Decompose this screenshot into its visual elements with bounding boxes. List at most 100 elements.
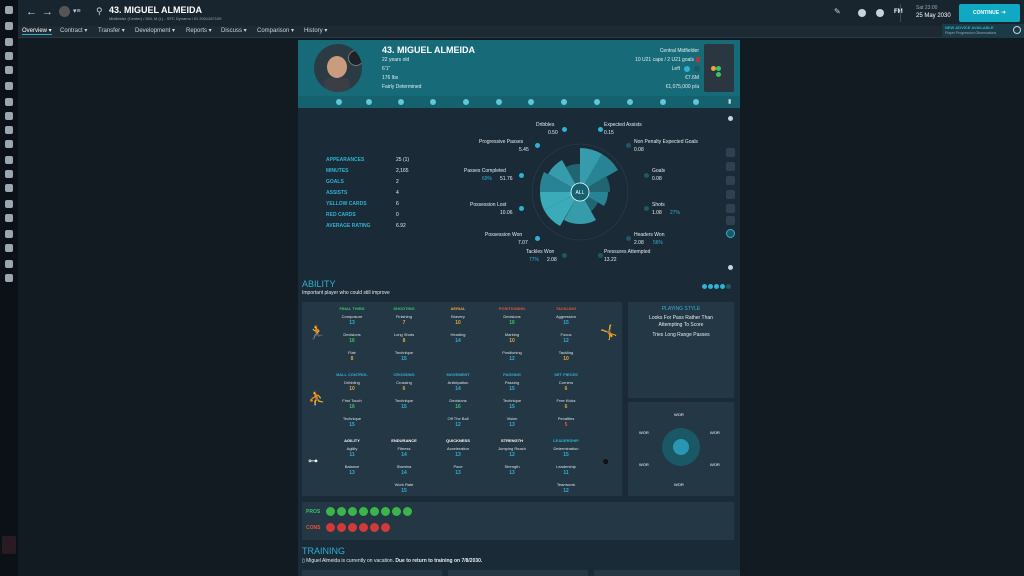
attribute-value[interactable]: 16 (349, 338, 355, 344)
attribute-value[interactable]: 10 (509, 338, 515, 344)
finances-icon[interactable] (5, 230, 13, 238)
attribute-value[interactable]: 13 (349, 320, 355, 326)
tab-transfer[interactable]: Transfer ▾ (98, 28, 125, 34)
radar-ctrl-4[interactable] (726, 190, 735, 199)
attr-icon-9[interactable] (594, 99, 600, 105)
metric-dot[interactable] (562, 253, 567, 258)
metric-dot[interactable] (535, 236, 540, 241)
report-icon[interactable] (5, 260, 13, 268)
inbox-icon[interactable] (5, 22, 13, 30)
help-icon[interactable] (876, 9, 884, 17)
attribute-value[interactable]: 16 (349, 404, 355, 410)
attr-icon-6[interactable] (496, 99, 502, 105)
metric-dot[interactable] (535, 143, 540, 148)
metric-dot[interactable] (644, 173, 649, 178)
con-badge-icon[interactable] (381, 523, 390, 532)
metric-dot[interactable] (626, 236, 631, 241)
manager-icon[interactable] (5, 274, 13, 282)
attr-icon-4[interactable] (430, 99, 436, 105)
transfers-icon[interactable] (5, 200, 13, 208)
attribute-value[interactable]: 5 (564, 422, 568, 428)
metric-dot[interactable] (644, 206, 649, 211)
tactics-icon[interactable] (5, 52, 13, 60)
home-icon[interactable] (5, 6, 13, 14)
radar-ctrl-1[interactable] (726, 148, 735, 157)
metric-dot[interactable] (519, 206, 524, 211)
medical-icon[interactable] (5, 112, 13, 120)
menu-icon[interactable]: ▾≡ (73, 8, 81, 15)
attribute-value[interactable]: 13 (349, 470, 355, 476)
search-icon[interactable] (5, 184, 13, 192)
staff-icon[interactable] (5, 82, 13, 90)
attribute-value[interactable]: 13 (455, 452, 461, 458)
metric-dot[interactable] (562, 127, 567, 132)
radar-ctrl-3[interactable] (726, 176, 735, 185)
search-player-icon[interactable]: ⚲ (96, 6, 103, 16)
attribute-value[interactable]: 12 (509, 356, 515, 362)
scouting-icon[interactable] (5, 140, 13, 148)
info-icon[interactable]: ▮ (728, 99, 732, 105)
trophy-icon[interactable] (5, 170, 13, 178)
pro-badge-icon[interactable] (370, 507, 379, 516)
pro-badge-icon[interactable] (326, 507, 335, 516)
metric-dot[interactable] (598, 127, 603, 132)
attr-icon-2[interactable] (366, 99, 372, 105)
club-info-icon[interactable] (5, 214, 13, 222)
attribute-value[interactable]: 10 (349, 386, 355, 392)
tab-reports[interactable]: Reports ▾ (186, 28, 212, 34)
attribute-value[interactable]: 16 (509, 320, 515, 326)
radar-ctrl-active[interactable] (726, 229, 735, 238)
metric-dot[interactable] (598, 253, 603, 258)
forward-icon[interactable]: → (42, 6, 53, 18)
pro-badge-icon[interactable] (381, 507, 390, 516)
attribute-value[interactable]: 12 (455, 422, 461, 428)
radar-ctrl-5[interactable] (726, 204, 735, 213)
attribute-value[interactable]: 15 (401, 488, 407, 494)
squad-icon[interactable] (5, 38, 13, 46)
attribute-value[interactable]: 11 (563, 470, 569, 476)
attribute-value[interactable]: 15 (349, 422, 355, 428)
pro-badge-icon[interactable] (392, 507, 401, 516)
pro-badge-icon[interactable] (403, 507, 412, 516)
data-hub-icon[interactable] (5, 66, 13, 74)
attribute-value[interactable]: 8 (402, 338, 406, 344)
attribute-value[interactable]: 6 (564, 386, 568, 392)
attribute-value[interactable]: 16 (455, 404, 461, 410)
attribute-value[interactable]: 12 (563, 488, 569, 494)
pro-badge-icon[interactable] (348, 507, 357, 516)
attribute-value[interactable]: 6 (402, 386, 406, 392)
club-badge-icon[interactable] (59, 6, 70, 17)
news-notification[interactable]: NEW ADVICE AVAILABLE Player Progression … (942, 24, 1024, 38)
attr-icon-10[interactable] (627, 99, 633, 105)
attribute-value[interactable]: 10 (455, 320, 461, 326)
attr-icon-12[interactable] (693, 99, 699, 105)
attr-icon-1[interactable] (336, 99, 342, 105)
club-crest-icon[interactable] (2, 536, 16, 554)
attribute-value[interactable]: 13 (509, 470, 515, 476)
con-badge-icon[interactable] (326, 523, 335, 532)
attr-icon-7[interactable] (528, 99, 534, 105)
attribute-value[interactable]: 11 (349, 452, 355, 458)
attribute-value[interactable]: 10 (563, 356, 569, 362)
con-badge-icon[interactable] (337, 523, 346, 532)
attr-icon-11[interactable] (660, 99, 666, 105)
attr-icon-8[interactable] (561, 99, 567, 105)
tab-overview[interactable]: Overview ▾ (22, 28, 52, 35)
attribute-value[interactable]: 15 (563, 452, 569, 458)
pro-badge-icon[interactable] (337, 507, 346, 516)
attribute-value[interactable]: 6 (564, 404, 568, 410)
dynamics-icon[interactable] (5, 244, 13, 252)
con-badge-icon[interactable] (348, 523, 357, 532)
radar-ctrl-6[interactable] (726, 216, 735, 225)
attr-icon-3[interactable] (398, 99, 404, 105)
attribute-value[interactable]: 15 (509, 386, 515, 392)
radar-center[interactable] (570, 182, 590, 202)
tab-comparison[interactable]: Comparison ▾ (257, 28, 295, 34)
role-wheel[interactable] (662, 428, 700, 466)
back-icon[interactable]: ← (26, 6, 37, 18)
tab-development[interactable]: Development ▾ (135, 28, 176, 34)
attribute-value[interactable]: 15 (401, 404, 407, 410)
tab-discuss[interactable]: Discuss ▾ (221, 28, 247, 34)
dev-centre-icon[interactable] (5, 126, 13, 134)
attribute-value[interactable]: 13 (509, 422, 515, 428)
